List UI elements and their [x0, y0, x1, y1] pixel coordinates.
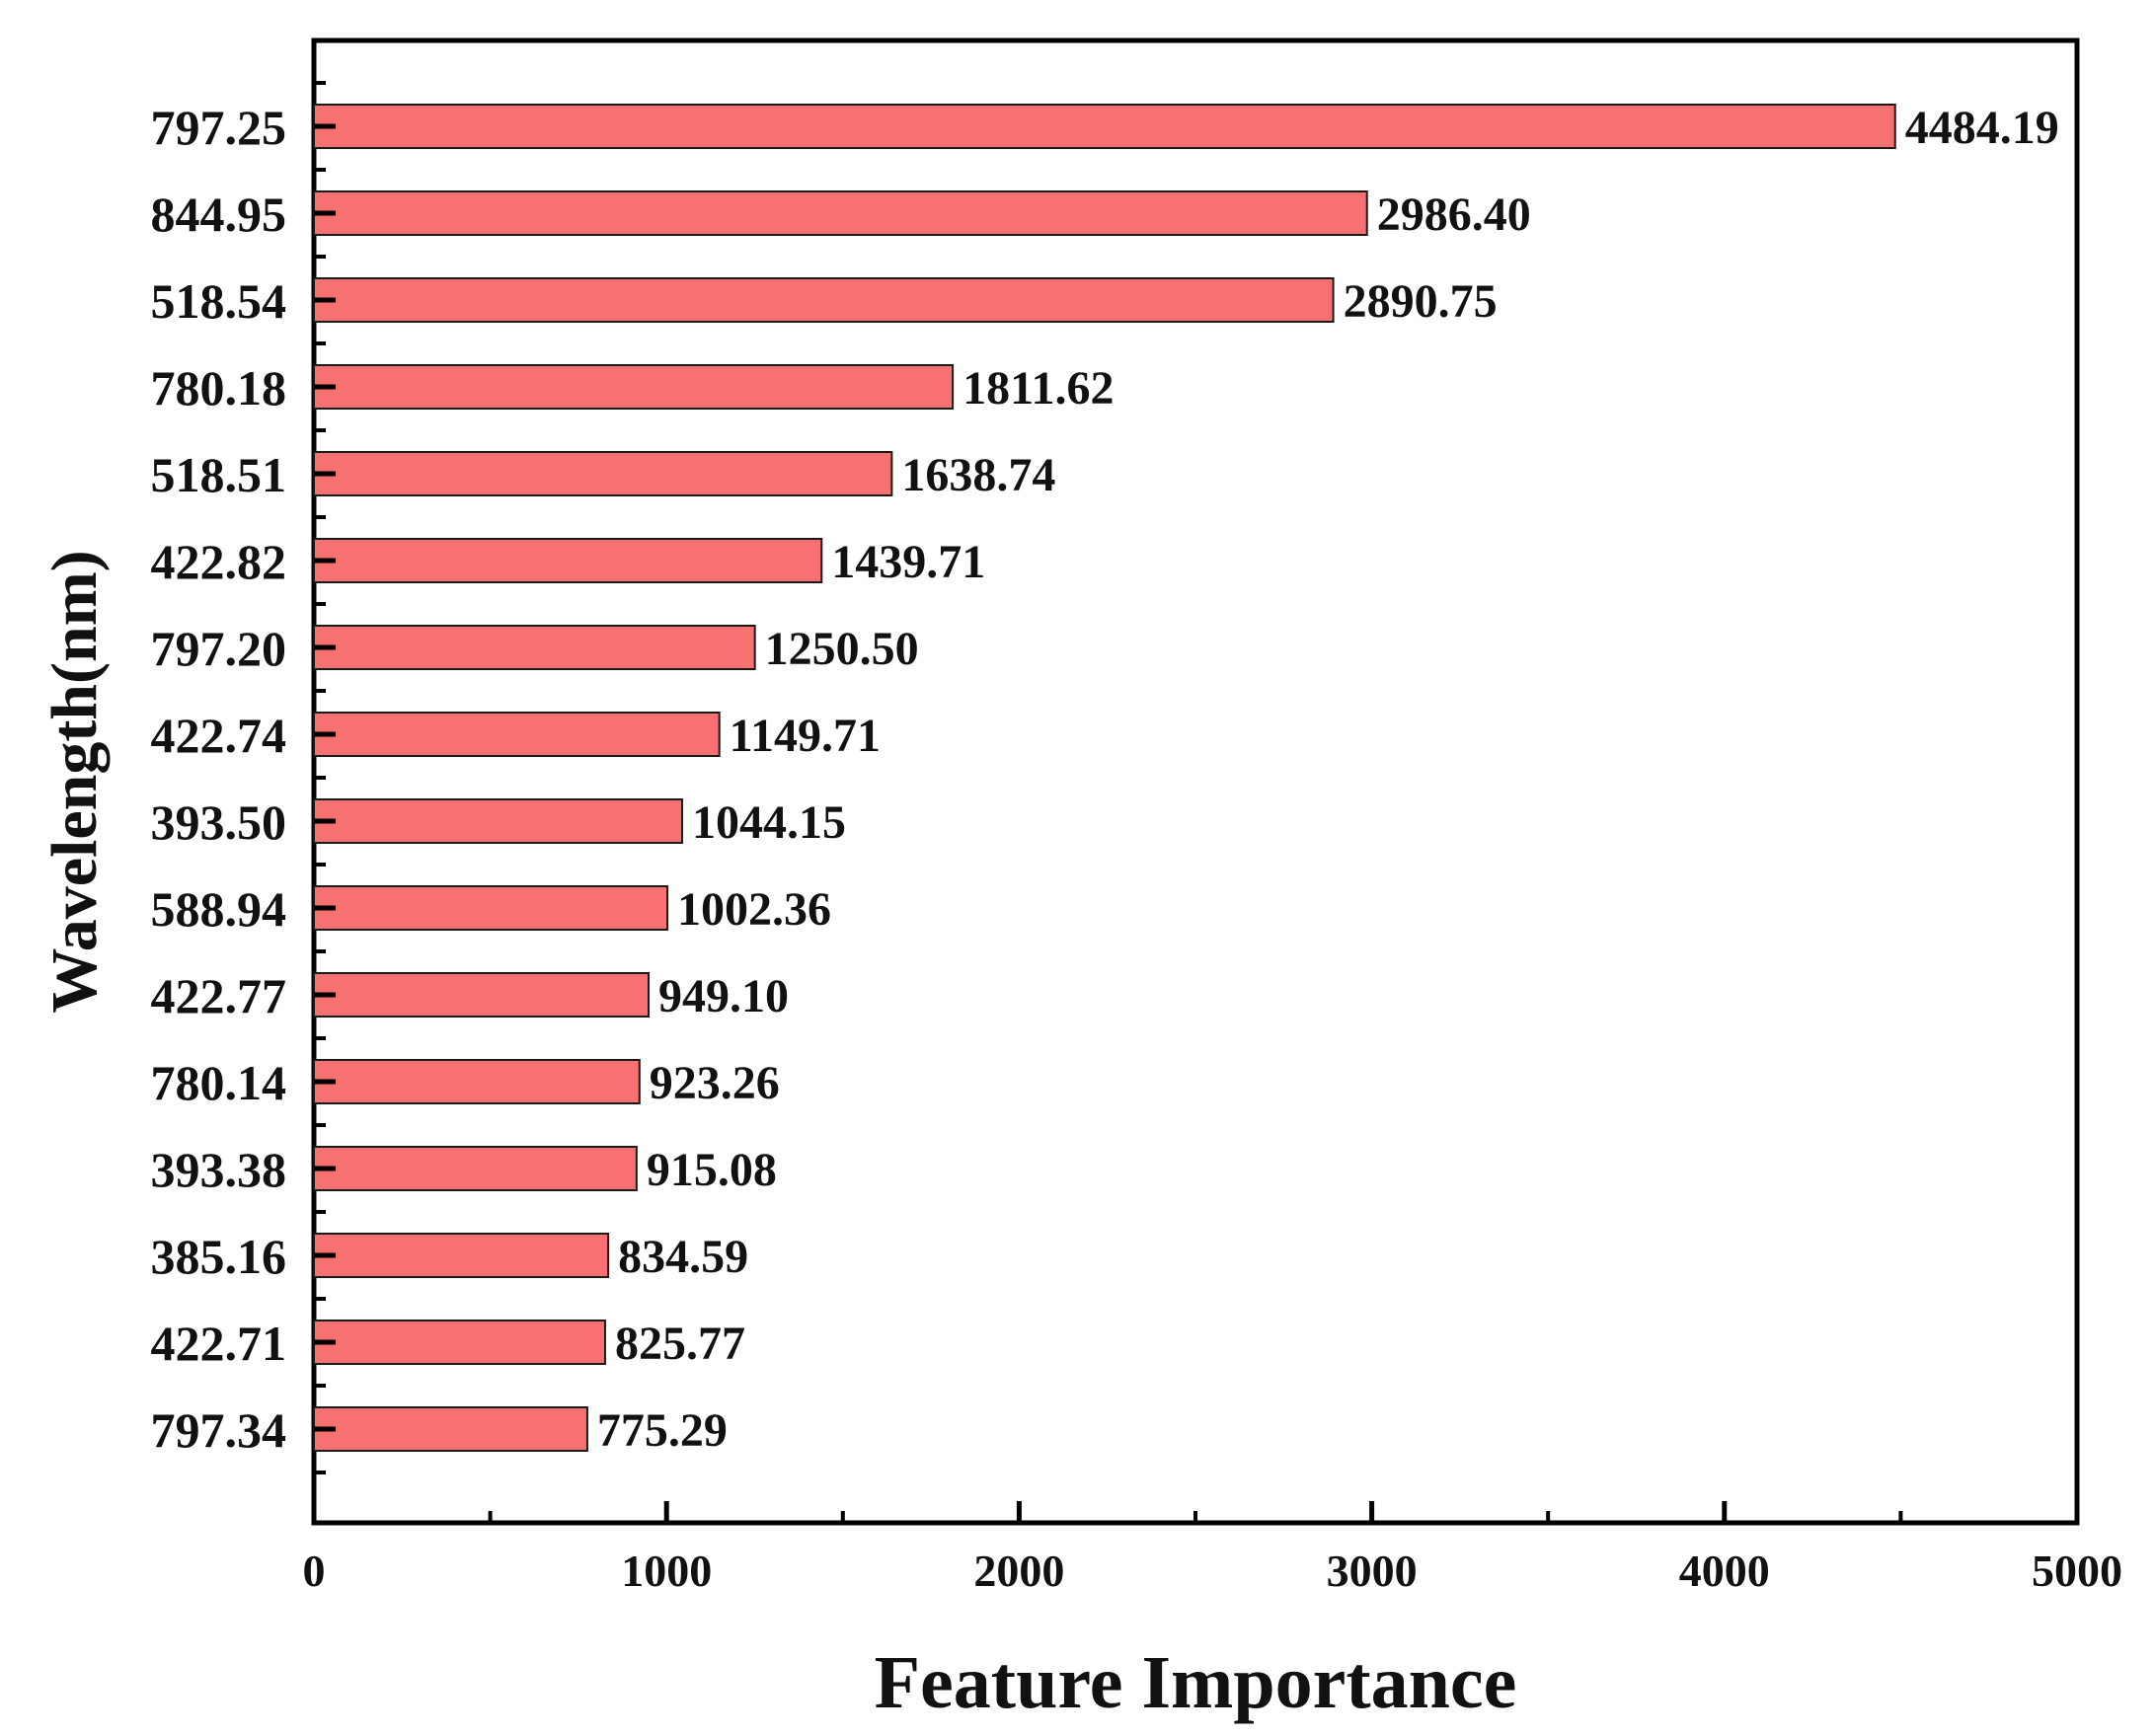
bar-value-label: 1002.36: [677, 883, 831, 936]
y-tick-label: 422.82: [151, 534, 287, 589]
bar: [313, 277, 1335, 323]
y-tick-label: 422.74: [151, 708, 287, 763]
bar-value-label: 1811.62: [962, 362, 1114, 415]
x-tick-label: 3000: [1327, 1546, 1418, 1596]
bar: [313, 972, 651, 1018]
y-tick-label: 385.16: [151, 1229, 287, 1284]
y-tick-label: 797.20: [151, 621, 287, 676]
bars-group: [313, 104, 1896, 1452]
bar-value-label: 1638.74: [901, 449, 1055, 501]
bar-value-label: 825.77: [615, 1318, 745, 1370]
bar: [313, 885, 669, 931]
x-tick-label: 5000: [2032, 1546, 2122, 1596]
bar-value-label: 834.59: [618, 1231, 748, 1283]
y-axis-title: Wavelength(nm): [38, 550, 111, 1013]
y-tick-label: 780.14: [151, 1055, 287, 1110]
bar: [313, 1233, 610, 1278]
y-tick-label: 518.51: [151, 447, 287, 502]
y-tick-label: 422.71: [151, 1316, 287, 1371]
bar: [313, 1406, 588, 1452]
bar-value-label: 915.08: [647, 1144, 777, 1196]
bar: [313, 364, 955, 410]
bar: [313, 1146, 638, 1191]
bar: [313, 451, 893, 496]
bar: [313, 798, 683, 844]
bar: [313, 104, 1896, 149]
value-labels-group: 4484.19 2986.40 2890.75 1811.62 1638.74 1439.…: [597, 102, 2059, 1457]
bar-value-label: 1439.71: [831, 536, 985, 588]
bar-value-label: 1044.15: [692, 796, 846, 849]
bar: [313, 1059, 641, 1104]
y-tick-label: 393.50: [151, 794, 287, 850]
x-tick-label: 4000: [1679, 1546, 1770, 1596]
bar-value-label: 949.10: [658, 970, 789, 1022]
bar: [313, 538, 823, 583]
bar-value-label: 923.26: [650, 1057, 780, 1109]
y-tick-label: 393.38: [151, 1142, 287, 1197]
y-tick-label: 797.25: [151, 100, 287, 155]
plot-frame: [311, 38, 2080, 1526]
x-axis: 0 1000 2000 3000 4000 5000: [303, 1501, 2122, 1596]
bar-value-label: 2890.75: [1344, 275, 1498, 328]
bar-value-label: 1250.50: [765, 623, 919, 675]
y-tick-label: 588.94: [151, 881, 287, 937]
x-tick-label: 2000: [973, 1546, 1064, 1596]
x-tick-label: 1000: [621, 1546, 712, 1596]
bar-value-label: 4484.19: [1905, 102, 2059, 154]
bar-value-label: 775.29: [597, 1404, 728, 1457]
y-tick-label: 422.77: [151, 968, 287, 1023]
bar: [313, 1320, 606, 1365]
bar: [313, 190, 1368, 236]
y-tick-label: 797.34: [151, 1402, 287, 1458]
bar-value-label: 1149.71: [730, 710, 881, 762]
x-tick-label: 0: [303, 1546, 326, 1596]
y-tick-label: 518.54: [151, 273, 287, 329]
y-tick-label: 844.95: [151, 187, 287, 242]
bar: [313, 625, 756, 670]
bar-value-label: 2986.40: [1377, 189, 1531, 241]
y-tick-label: 780.18: [151, 360, 287, 415]
x-axis-title: Feature Importance: [875, 1641, 1517, 1724]
bar: [313, 712, 721, 757]
y-axis: 797.25 844.95 518.54 780.18 518.51 422.82 797.…: [151, 81, 336, 1474]
